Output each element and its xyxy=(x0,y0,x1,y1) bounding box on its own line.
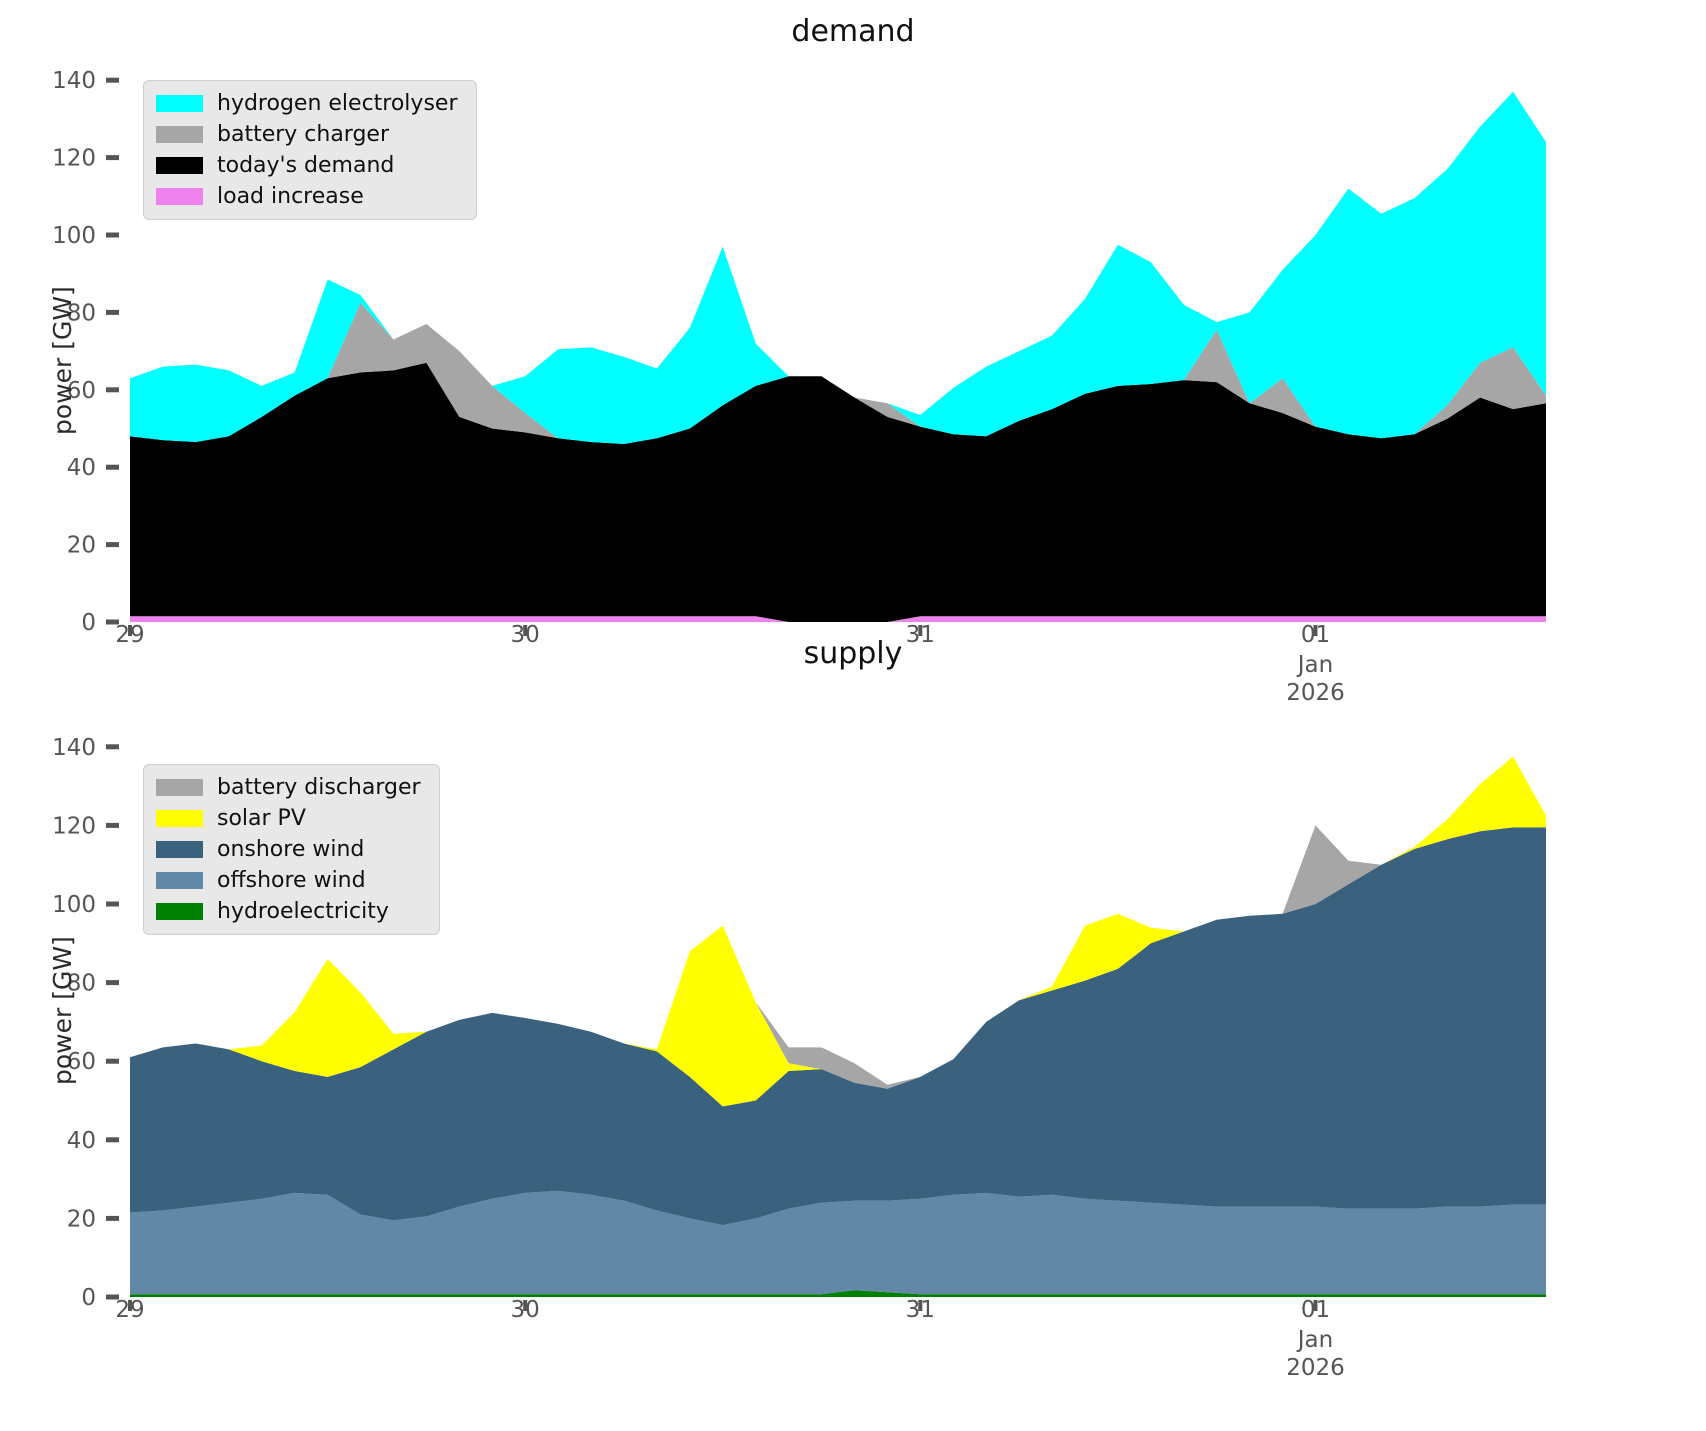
demand-area-load-increase xyxy=(130,616,1546,622)
supply-ytick-mark xyxy=(106,744,119,750)
legend-swatch-icon xyxy=(156,872,203,889)
legend-item-hydrogen-electrolyser: hydrogen electrolyser xyxy=(156,91,458,116)
supply-area-onshore-wind xyxy=(130,827,1546,1226)
demand-area-today-s-demand xyxy=(130,362,1546,622)
supply-ytick-label: 40 xyxy=(67,1128,96,1154)
supply-ytick-label: 60 xyxy=(67,1049,96,1075)
demand-xtick-mark xyxy=(1313,625,1318,636)
supply-area-offshore-wind xyxy=(130,1190,1546,1295)
supply-ytick-label: 0 xyxy=(81,1285,96,1311)
demand-ytick-label: 140 xyxy=(52,68,96,94)
legend-item-label: hydrogen electrolyser xyxy=(217,91,458,116)
supply-ytick-mark xyxy=(106,901,119,907)
legend-item-load-increase: load increase xyxy=(156,184,458,209)
supply-ytick-mark xyxy=(106,822,119,828)
demand-y-axis-label: power [GW] xyxy=(48,286,77,435)
demand-ytick-label: 80 xyxy=(67,300,96,326)
demand-xtick-sublabel: 2026 xyxy=(1286,680,1345,706)
legend-swatch-icon xyxy=(156,779,203,796)
demand-ytick-label: 60 xyxy=(67,378,96,404)
supply-xtick-mark xyxy=(1313,1300,1318,1311)
demand-xtick-label: 31 xyxy=(906,622,935,648)
legend-item-hydroelectricity: hydroelectricity xyxy=(156,899,421,924)
supply-legend: battery discharger solar PV onshore wind of… xyxy=(143,764,440,935)
legend-swatch-icon xyxy=(156,157,203,174)
supply-xtick-label: 31 xyxy=(906,1297,935,1323)
supply-ytick-mark xyxy=(106,1137,119,1143)
demand-xtick-mark xyxy=(128,625,132,636)
legend-item-offshore-wind: offshore wind xyxy=(156,868,421,893)
demand-area-battery-charger xyxy=(130,302,1546,444)
supply-ytick-mark xyxy=(106,1058,119,1064)
supply-xtick-label: 29 xyxy=(115,1297,144,1323)
supply-xtick-mark xyxy=(523,1300,528,1311)
legend-item-onshore-wind: onshore wind xyxy=(156,837,421,862)
legend-item-label: onshore wind xyxy=(217,837,365,862)
legend-swatch-icon xyxy=(156,126,203,143)
demand-ytick-label: 120 xyxy=(52,146,96,172)
supply-chart-title: supply xyxy=(803,636,903,671)
demand-legend: hydrogen electrolyser battery charger toda… xyxy=(143,80,477,220)
legend-item-battery-charger: battery charger xyxy=(156,122,458,147)
demand-ytick-mark xyxy=(106,232,119,238)
supply-xtick-mark xyxy=(128,1300,132,1311)
supply-area-hydroelectricity xyxy=(130,1290,1546,1297)
legend-swatch-icon xyxy=(156,188,203,205)
legend-swatch-icon xyxy=(156,95,203,112)
demand-ytick-mark xyxy=(106,77,119,83)
supply-xtick-sublabel: Jan xyxy=(1296,1327,1333,1353)
legend-item-label: hydroelectricity xyxy=(217,899,389,924)
demand-xtick-mark xyxy=(523,625,528,636)
legend-item-label: load increase xyxy=(217,184,364,209)
demand-xtick-label: 01 xyxy=(1301,622,1330,648)
supply-ytick-mark xyxy=(106,980,119,986)
supply-ytick-mark xyxy=(106,1294,119,1300)
supply-ytick-label: 20 xyxy=(67,1206,96,1232)
supply-xtick-label: 30 xyxy=(511,1297,540,1323)
legend-item-label: solar PV xyxy=(217,806,306,831)
legend-swatch-icon xyxy=(156,810,203,827)
demand-area-hydrogen-electrolyser xyxy=(130,91,1546,445)
supply-ytick-label: 120 xyxy=(52,813,96,839)
legend-item-today-s-demand: today's demand xyxy=(156,153,458,178)
legend-item-label: battery discharger xyxy=(217,775,421,800)
supply-ytick-label: 100 xyxy=(52,892,96,918)
legend-item-label: offshore wind xyxy=(217,868,366,893)
legend-item-label: battery charger xyxy=(217,122,390,147)
demand-ytick-label: 0 xyxy=(81,610,96,636)
demand-ytick-mark xyxy=(106,387,119,393)
legend-item-solar-pv: solar PV xyxy=(156,806,421,831)
demand-ytick-mark xyxy=(106,155,119,161)
legend-swatch-icon xyxy=(156,903,203,920)
demand-ytick-label: 20 xyxy=(67,533,96,559)
demand-xtick-label: 29 xyxy=(115,622,144,648)
supply-ytick-label: 80 xyxy=(67,971,96,997)
legend-swatch-icon xyxy=(156,841,203,858)
demand-chart-title: demand xyxy=(791,14,915,49)
supply-xtick-label: 01 xyxy=(1301,1297,1330,1323)
legend-item-label: today's demand xyxy=(217,153,395,178)
supply-xtick-mark xyxy=(918,1300,923,1311)
demand-ytick-mark xyxy=(106,309,119,315)
supply-y-axis-label: power [GW] xyxy=(48,936,77,1085)
supply-ytick-mark xyxy=(106,1215,119,1221)
demand-ytick-label: 40 xyxy=(67,455,96,481)
demand-xtick-label: 30 xyxy=(511,622,540,648)
demand-ytick-label: 100 xyxy=(52,223,96,249)
demand-xtick-mark xyxy=(918,625,923,636)
demand-ytick-mark xyxy=(106,542,119,548)
supply-ytick-label: 140 xyxy=(52,735,96,761)
supply-xtick-sublabel: 2026 xyxy=(1286,1355,1345,1381)
demand-xtick-sublabel: Jan xyxy=(1296,652,1333,678)
demand-ytick-mark xyxy=(106,464,119,470)
demand-ytick-mark xyxy=(106,619,119,625)
legend-item-battery-discharger: battery discharger xyxy=(156,775,421,800)
